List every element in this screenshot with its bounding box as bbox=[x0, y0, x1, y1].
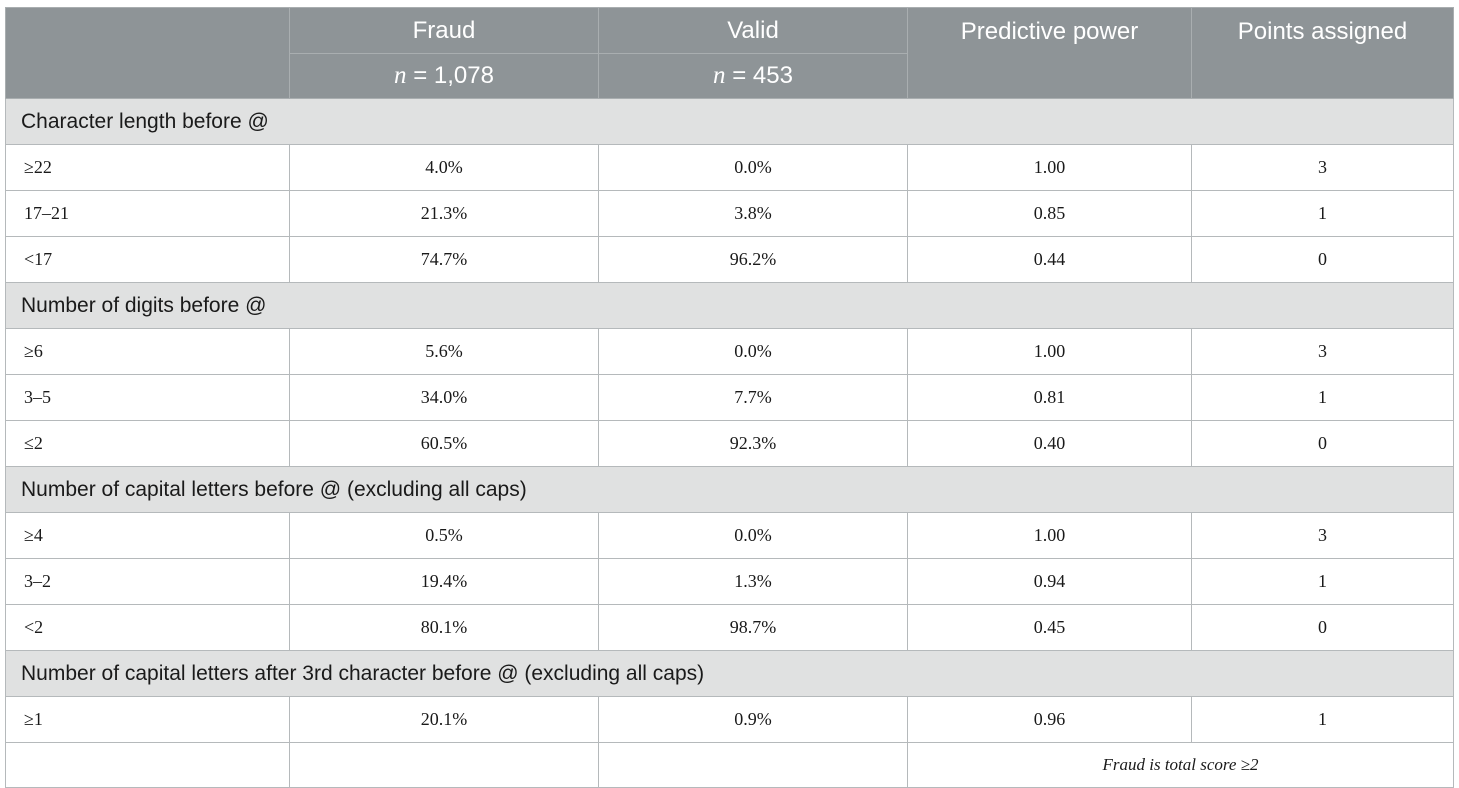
valid-value: 0.0% bbox=[598, 512, 908, 559]
row-label: <2 bbox=[5, 604, 290, 651]
table-header: Fraud Valid Predictive power Points assi… bbox=[5, 7, 1454, 99]
valid-value: 0.9% bbox=[598, 696, 908, 743]
row-label: 3–5 bbox=[5, 374, 290, 421]
row-label: ≤2 bbox=[5, 420, 290, 467]
header-points-assigned: Points assigned bbox=[1191, 7, 1454, 99]
predictive-power-value: 0.44 bbox=[907, 236, 1192, 283]
valid-value: 0.0% bbox=[598, 328, 908, 375]
footer-note: Fraud is total score ≥2 bbox=[907, 742, 1454, 788]
points-value: 0 bbox=[1191, 604, 1454, 651]
header-blank-cell bbox=[5, 7, 290, 99]
table-body: Character length before @ ≥22 4.0% 0.0% 1.00… bbox=[5, 98, 1454, 788]
fraud-value: 60.5% bbox=[289, 420, 599, 467]
table-row: ≥1 20.1% 0.9% 0.96 1 bbox=[5, 696, 1454, 743]
footer-blank-cell bbox=[5, 742, 290, 788]
points-value: 1 bbox=[1191, 190, 1454, 237]
header-fraud-n: n = 1,078 bbox=[289, 53, 599, 99]
fraud-value: 34.0% bbox=[289, 374, 599, 421]
row-label: <17 bbox=[5, 236, 290, 283]
table-row: 3–5 34.0% 7.7% 0.81 1 bbox=[5, 374, 1454, 421]
valid-value: 1.3% bbox=[598, 558, 908, 605]
footer-blank-cell bbox=[598, 742, 908, 788]
header-valid: Valid bbox=[598, 7, 908, 54]
row-label: ≥22 bbox=[5, 144, 290, 191]
points-value: 3 bbox=[1191, 144, 1454, 191]
fraud-value: 4.0% bbox=[289, 144, 599, 191]
table-row: <2 80.1% 98.7% 0.45 0 bbox=[5, 604, 1454, 651]
fraud-value: 80.1% bbox=[289, 604, 599, 651]
predictive-power-value: 0.96 bbox=[907, 696, 1192, 743]
header-predictive-power: Predictive power bbox=[907, 7, 1192, 99]
predictive-power-value: 0.94 bbox=[907, 558, 1192, 605]
predictive-power-value: 0.81 bbox=[907, 374, 1192, 421]
section-row: Character length before @ bbox=[5, 98, 1454, 145]
row-label: ≥6 bbox=[5, 328, 290, 375]
table-row: 3–2 19.4% 1.3% 0.94 1 bbox=[5, 558, 1454, 605]
row-label: 3–2 bbox=[5, 558, 290, 605]
section-row: Number of capital letters before @ (excl… bbox=[5, 466, 1454, 513]
table-row: ≥22 4.0% 0.0% 1.00 3 bbox=[5, 144, 1454, 191]
valid-value: 96.2% bbox=[598, 236, 908, 283]
row-label: 17–21 bbox=[5, 190, 290, 237]
table-row: ≥4 0.5% 0.0% 1.00 3 bbox=[5, 512, 1454, 559]
footer-row: Fraud is total score ≥2 bbox=[5, 742, 1454, 788]
header-fraud: Fraud bbox=[289, 7, 599, 54]
table-row: 17–21 21.3% 3.8% 0.85 1 bbox=[5, 190, 1454, 237]
fraud-scoring-table: Fraud Valid Predictive power Points assi… bbox=[5, 7, 1454, 788]
points-value: 1 bbox=[1191, 374, 1454, 421]
section-title: Number of capital letters after 3rd char… bbox=[5, 650, 1454, 697]
table-row: ≤2 60.5% 92.3% 0.40 0 bbox=[5, 420, 1454, 467]
points-value: 0 bbox=[1191, 236, 1454, 283]
valid-value: 92.3% bbox=[598, 420, 908, 467]
row-label: ≥4 bbox=[5, 512, 290, 559]
points-value: 3 bbox=[1191, 512, 1454, 559]
points-value: 3 bbox=[1191, 328, 1454, 375]
section-title: Number of digits before @ bbox=[5, 282, 1454, 329]
table-row: <17 74.7% 96.2% 0.44 0 bbox=[5, 236, 1454, 283]
table-row: ≥6 5.6% 0.0% 1.00 3 bbox=[5, 328, 1454, 375]
section-title: Number of capital letters before @ (excl… bbox=[5, 466, 1454, 513]
fraud-value: 19.4% bbox=[289, 558, 599, 605]
footer-blank-cell bbox=[289, 742, 599, 788]
predictive-power-value: 1.00 bbox=[907, 512, 1192, 559]
fraud-value: 0.5% bbox=[289, 512, 599, 559]
fraud-value: 5.6% bbox=[289, 328, 599, 375]
section-row: Number of digits before @ bbox=[5, 282, 1454, 329]
fraud-value: 20.1% bbox=[289, 696, 599, 743]
points-value: 1 bbox=[1191, 558, 1454, 605]
predictive-power-value: 1.00 bbox=[907, 144, 1192, 191]
predictive-power-value: 0.40 bbox=[907, 420, 1192, 467]
valid-value: 98.7% bbox=[598, 604, 908, 651]
predictive-power-value: 1.00 bbox=[907, 328, 1192, 375]
points-value: 0 bbox=[1191, 420, 1454, 467]
section-row: Number of capital letters after 3rd char… bbox=[5, 650, 1454, 697]
section-title: Character length before @ bbox=[5, 98, 1454, 145]
predictive-power-value: 0.45 bbox=[907, 604, 1192, 651]
points-value: 1 bbox=[1191, 696, 1454, 743]
valid-value: 3.8% bbox=[598, 190, 908, 237]
header-valid-n: n = 453 bbox=[598, 53, 908, 99]
fraud-value: 21.3% bbox=[289, 190, 599, 237]
fraud-value: 74.7% bbox=[289, 236, 599, 283]
predictive-power-value: 0.85 bbox=[907, 190, 1192, 237]
row-label: ≥1 bbox=[5, 696, 290, 743]
valid-value: 7.7% bbox=[598, 374, 908, 421]
valid-value: 0.0% bbox=[598, 144, 908, 191]
